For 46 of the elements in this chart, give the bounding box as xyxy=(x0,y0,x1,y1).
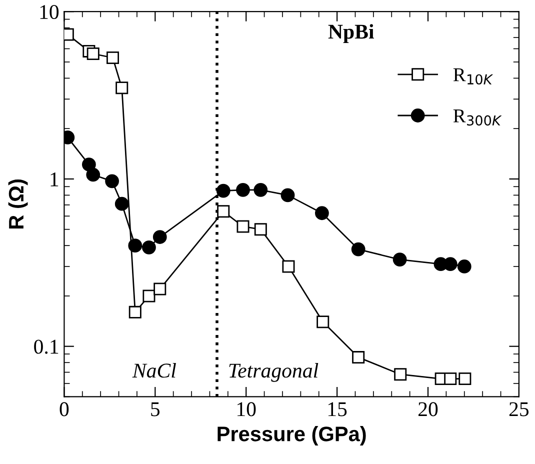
point xyxy=(444,372,457,386)
point xyxy=(316,316,330,328)
point xyxy=(142,290,156,302)
point xyxy=(154,282,166,296)
point xyxy=(86,47,100,60)
point xyxy=(352,351,365,364)
point xyxy=(457,260,472,274)
legend-label: R$_{10K}$ xyxy=(453,68,494,85)
x-tick-label: 0 xyxy=(60,402,69,416)
point xyxy=(142,240,156,254)
point xyxy=(315,206,329,220)
point xyxy=(280,188,295,202)
point xyxy=(114,196,129,211)
point xyxy=(152,230,167,244)
x-tick-label: 25 xyxy=(509,402,529,416)
y-tick-label: 10 xyxy=(40,4,59,20)
y-axis-title: R (Ω) xyxy=(8,179,28,228)
point xyxy=(105,174,119,188)
point xyxy=(392,252,407,266)
legend-label: R$_{300K}$ xyxy=(453,109,502,126)
annotation: Tetragonal xyxy=(229,363,318,382)
x-tick-label: 20 xyxy=(418,402,438,416)
point xyxy=(254,182,268,197)
point xyxy=(217,205,230,218)
point xyxy=(254,223,267,236)
point xyxy=(128,238,142,253)
point xyxy=(282,260,295,273)
x-tick-label: 5 xyxy=(151,402,160,416)
point xyxy=(116,82,128,94)
y-tick-label: 0.1 xyxy=(34,340,58,354)
point xyxy=(236,220,250,233)
x-tick-label: 15 xyxy=(328,402,347,416)
point xyxy=(216,184,230,198)
x-tick-label: 10 xyxy=(238,402,256,416)
point xyxy=(82,158,96,172)
point xyxy=(351,242,366,256)
point xyxy=(394,368,407,381)
x-axis-title: Pressure (GPa) xyxy=(218,426,366,446)
y-tick-label: 1 xyxy=(50,172,58,186)
point xyxy=(86,168,100,182)
point xyxy=(458,372,472,386)
annotation: NaCl xyxy=(132,363,176,378)
point xyxy=(236,182,250,197)
point xyxy=(106,51,120,64)
annotation: NpBi xyxy=(328,24,374,43)
point xyxy=(128,306,142,318)
